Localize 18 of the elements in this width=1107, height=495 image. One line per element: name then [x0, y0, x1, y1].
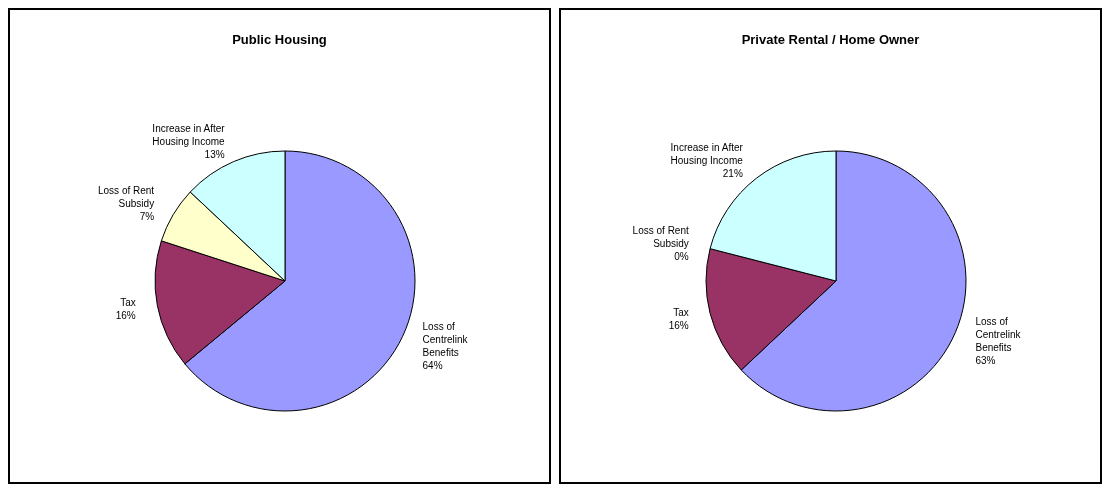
data-label: 21% — [722, 168, 743, 180]
data-label: 16% — [115, 310, 136, 322]
slice-label: Tax — [120, 297, 136, 309]
data-label: 7% — [139, 211, 155, 223]
slice-label: Tax — [673, 306, 689, 318]
data-label: 13% — [204, 149, 225, 160]
chart-title: Public Housing — [231, 32, 328, 47]
slice-label: Loss of Rent Subsidy — [98, 185, 155, 210]
data-label: 64% — [422, 359, 443, 371]
chart-title: Private Rental / Home Owner — [740, 32, 921, 47]
text: 0% — [674, 250, 689, 262]
slice-label: Loss of Centrelink Benefits — [975, 316, 1022, 354]
category-label: Loss of Rent Subsidy — [632, 224, 689, 249]
data-label: 63% — [975, 355, 996, 367]
slice-label: Increase in After Housing Income — [152, 123, 226, 147]
slice-label: Loss of Centrelink Benefits — [422, 320, 469, 358]
data-label: 16% — [668, 319, 689, 331]
slice-label: Increase in After Housing Income — [670, 142, 744, 167]
